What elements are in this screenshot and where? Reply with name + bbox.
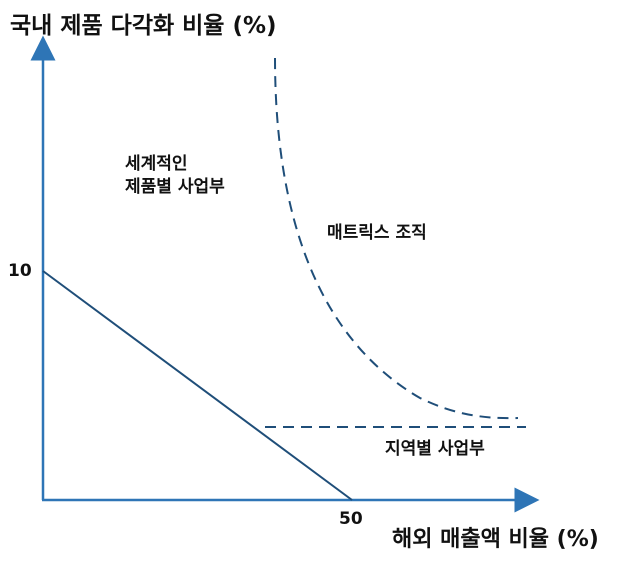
region-area-division: 지역별 사업부 — [385, 439, 485, 459]
y-axis-title: 국내 제품 다각화 비율 (%) — [10, 13, 277, 39]
boundary-matrix-curve — [274, 57, 519, 420]
region-matrix-organization: 매트릭스 조직 — [327, 223, 427, 243]
region-global-product-division: 세계적인 제품별 사업부 — [125, 153, 225, 199]
y-tick-label: 10 — [8, 261, 32, 281]
boundary-diagonal — [42, 270, 353, 501]
x-axis-title: 해외 매출액 비율 (%) — [392, 527, 599, 552]
region-global-product-line1: 세계적인 — [125, 154, 188, 174]
x-tick-label: 50 — [339, 509, 363, 529]
region-global-product-line2: 제품별 사업부 — [125, 177, 225, 197]
